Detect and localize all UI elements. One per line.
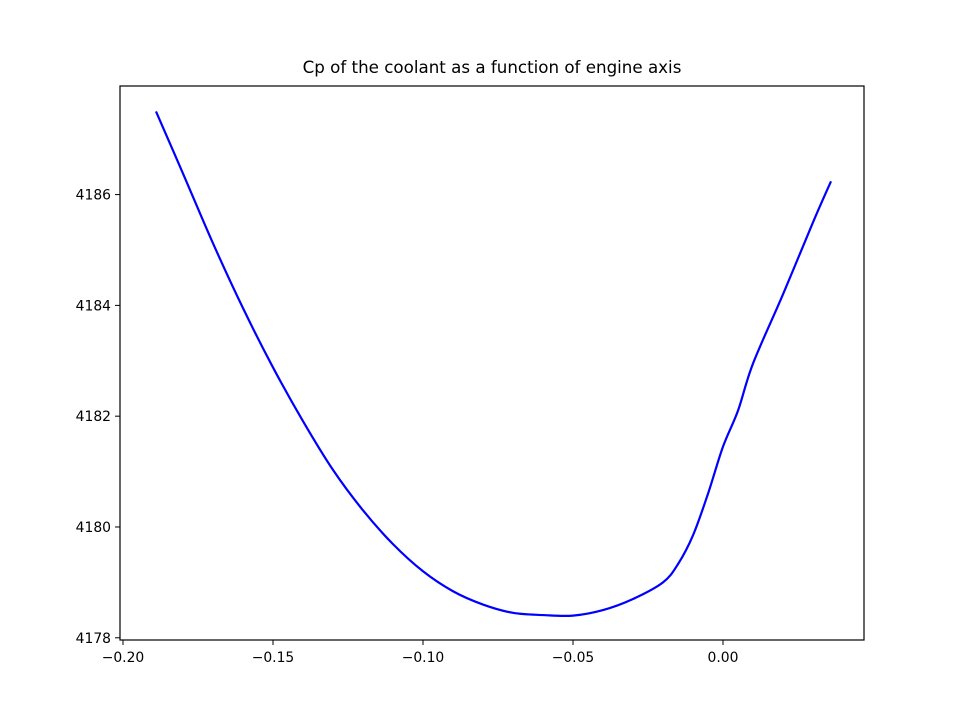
y-tick-label: 4186: [76, 188, 111, 204]
y-tick-label: 4180: [76, 520, 111, 536]
y-axis: 4178 4180 4182 4184 4186: [76, 188, 120, 647]
series-line: [154, 111, 833, 618]
chart-title: Cp of the coolant as a function of engin…: [303, 57, 682, 77]
x-axis: −0.20 −0.15 −0.10 −0.05 0.00: [102, 640, 739, 666]
x-tick-label: 0.00: [708, 650, 739, 666]
plot-area: [154, 111, 833, 618]
x-tick-label: −0.20: [102, 650, 145, 666]
x-tick-label: −0.05: [552, 650, 595, 666]
x-tick-label: −0.15: [252, 650, 295, 666]
axes-frame: [119, 85, 865, 641]
x-tick-label: −0.10: [402, 650, 445, 666]
y-tick-label: 4182: [76, 409, 111, 425]
y-tick-label: 4184: [76, 298, 112, 314]
y-tick-label: 4178: [76, 631, 111, 647]
